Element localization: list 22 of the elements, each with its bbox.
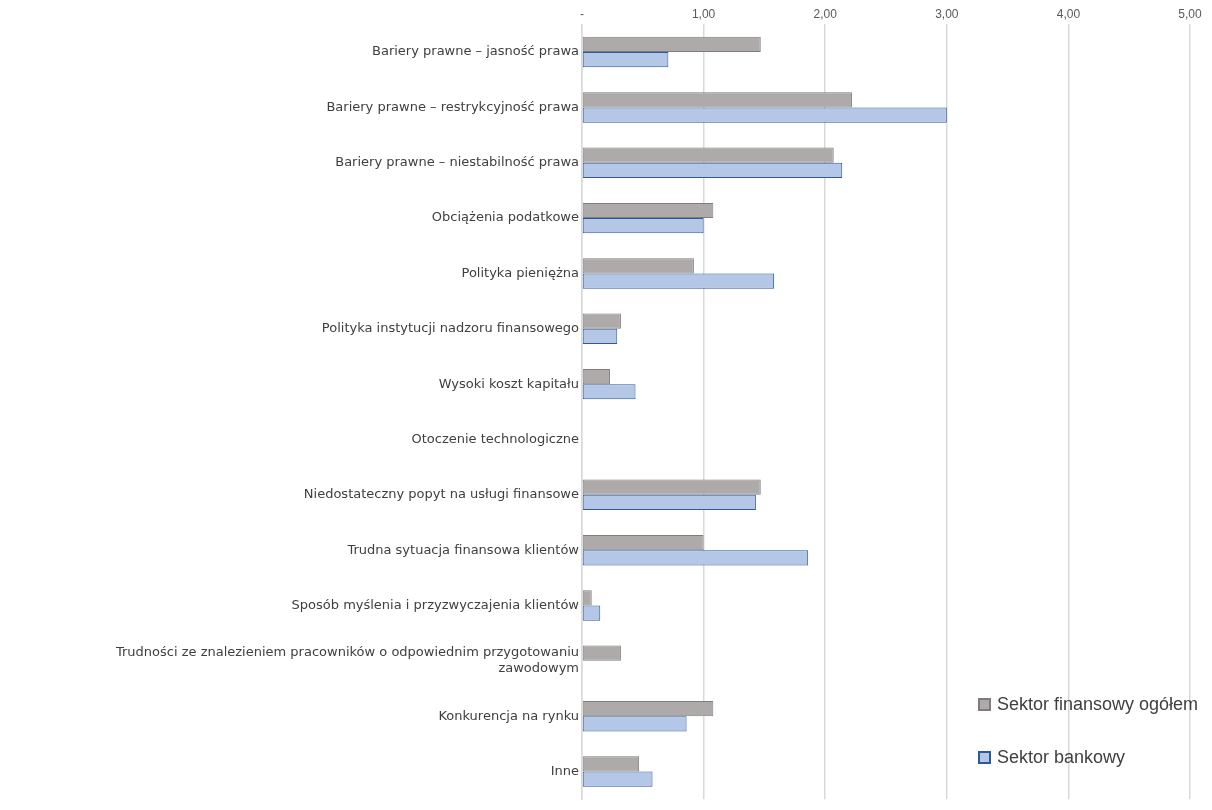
x-tick-label: 1,00: [691, 6, 716, 21]
y-tick-label: Inne: [550, 762, 579, 778]
y-tick-label: Wysoki koszt kapitału: [438, 375, 579, 391]
y-tick-label: Trudności ze znalezieniem pracowników o odpowiednim przygotowaniu zawodowym: [114, 644, 579, 676]
y-tick-label: Niedostateczny popyt na usługi finansowe: [303, 486, 579, 502]
x-tick-label: 3,00: [935, 6, 959, 21]
x-tick-label: 2,00: [813, 6, 838, 21]
legend-label: Sektor bankowy: [996, 747, 1125, 768]
y-tick-label: Trudna sytuacja finansowa klientów: [346, 541, 580, 557]
y-tick-label: Obciążenia podatkowe: [431, 209, 579, 225]
y-tick-label: Bariery prawne – niestabilność prawa: [335, 154, 579, 170]
x-tick-label: -: [580, 6, 584, 21]
legend-label: Sektor finansowy ogółem: [996, 694, 1198, 715]
y-tick-label: Konkurencja na rynku: [438, 707, 579, 723]
y-tick-label: Polityka instytucji nadzoru finansowego: [321, 320, 580, 336]
y-tick-label: Polityka pieniężna: [461, 264, 579, 280]
y-tick-label: Otoczenie technologiczne: [411, 430, 579, 446]
x-tick-label: 4,00: [1056, 6, 1081, 21]
y-tick-label: Sposób myślenia i przyzwyczajenia klientów: [291, 596, 580, 612]
y-tick-label: Bariery prawne – restrykcyjność prawa: [326, 98, 579, 114]
x-tick-label: 5,00: [1178, 6, 1202, 21]
y-tick-label: Bariery prawne – jasność prawa: [372, 43, 579, 59]
